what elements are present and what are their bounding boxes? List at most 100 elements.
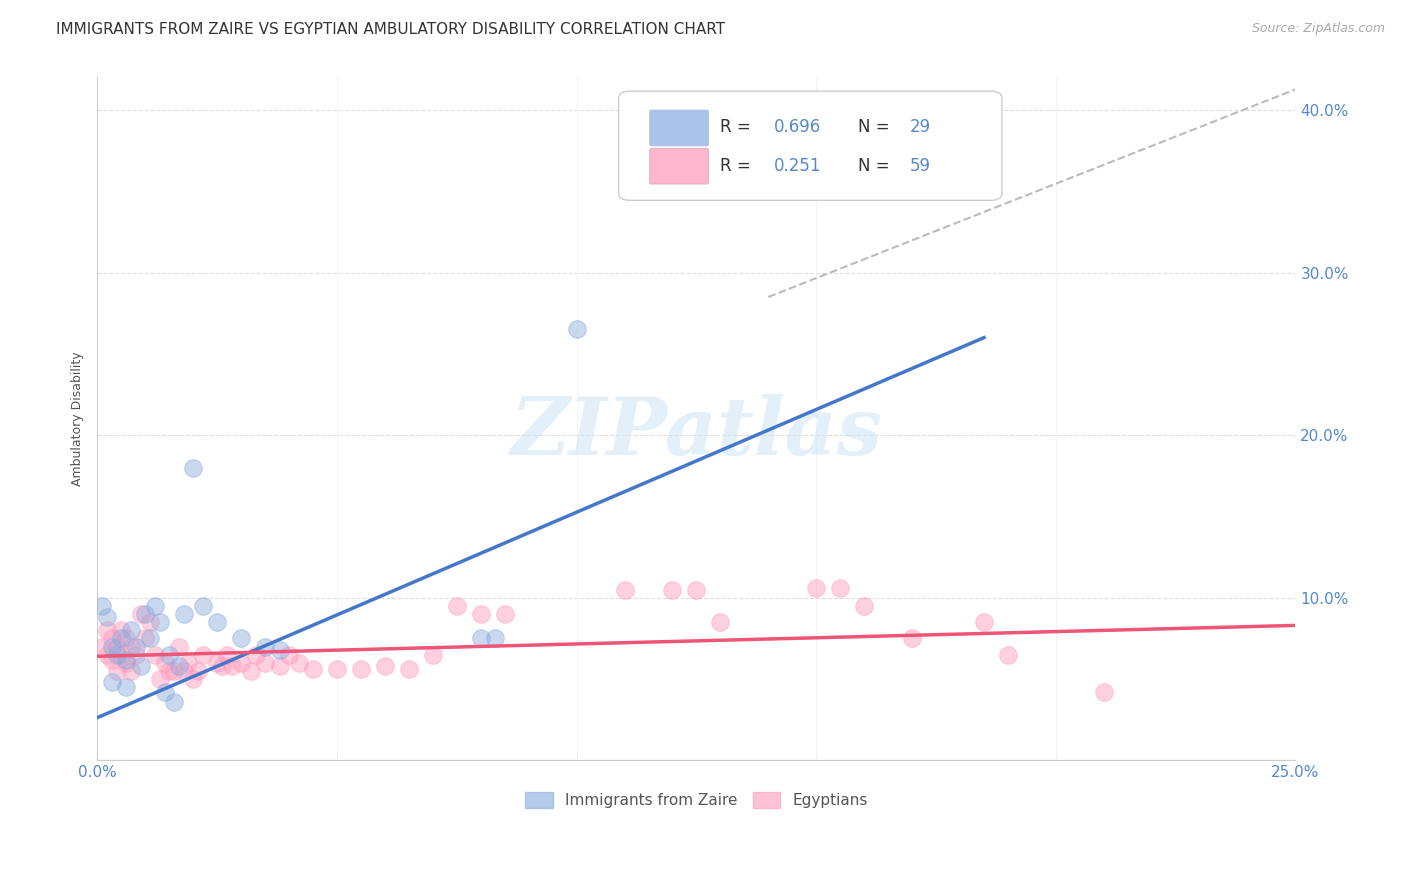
Point xyxy=(709,615,731,629)
Text: ZIPatlas: ZIPatlas xyxy=(510,394,883,471)
Point xyxy=(101,675,124,690)
Point xyxy=(181,460,204,475)
Point xyxy=(187,664,209,678)
Point xyxy=(613,582,636,597)
FancyBboxPatch shape xyxy=(650,111,709,145)
Point xyxy=(143,599,166,613)
Point xyxy=(853,599,876,613)
Point xyxy=(139,632,162,646)
Point xyxy=(494,607,516,621)
Point xyxy=(101,632,124,646)
Point xyxy=(139,615,162,629)
Point xyxy=(422,648,444,662)
Point xyxy=(110,624,132,638)
Point xyxy=(191,648,214,662)
Legend: Immigrants from Zaire, Egyptians: Immigrants from Zaire, Egyptians xyxy=(519,786,875,814)
Point xyxy=(96,648,118,662)
Point xyxy=(167,640,190,654)
Text: R =: R = xyxy=(720,118,756,136)
Point xyxy=(254,656,277,670)
Point xyxy=(374,659,396,673)
Point xyxy=(470,607,492,621)
Point xyxy=(565,322,588,336)
Point xyxy=(91,599,114,613)
Point xyxy=(120,624,142,638)
Point xyxy=(101,652,124,666)
Text: IMMIGRANTS FROM ZAIRE VS EGYPTIAN AMBULATORY DISABILITY CORRELATION CHART: IMMIGRANTS FROM ZAIRE VS EGYPTIAN AMBULA… xyxy=(56,22,725,37)
Text: N =: N = xyxy=(858,118,896,136)
FancyBboxPatch shape xyxy=(619,91,1002,201)
Text: 29: 29 xyxy=(910,118,931,136)
Point xyxy=(287,656,309,670)
Point xyxy=(181,672,204,686)
Point xyxy=(685,582,707,597)
Point xyxy=(115,680,138,694)
Point xyxy=(129,659,152,673)
Point xyxy=(134,607,156,621)
Point xyxy=(1092,685,1115,699)
Point xyxy=(157,664,180,678)
Point xyxy=(149,615,172,629)
Point xyxy=(470,632,492,646)
Point xyxy=(120,664,142,678)
Text: 0.251: 0.251 xyxy=(775,157,823,175)
FancyBboxPatch shape xyxy=(650,148,709,184)
Point xyxy=(115,656,138,670)
Point xyxy=(153,656,176,670)
Point xyxy=(173,607,195,621)
Point xyxy=(661,582,683,597)
Point xyxy=(830,581,852,595)
Point xyxy=(484,632,506,646)
Point xyxy=(211,659,233,673)
Point xyxy=(221,659,243,673)
Point xyxy=(91,640,114,654)
Point xyxy=(115,652,138,666)
Point xyxy=(326,662,349,676)
Point xyxy=(278,648,301,662)
Point xyxy=(398,662,420,676)
Point xyxy=(207,615,229,629)
Point xyxy=(101,640,124,654)
Point xyxy=(997,648,1019,662)
Point xyxy=(901,632,924,646)
Point xyxy=(143,648,166,662)
Point xyxy=(231,656,253,670)
Point xyxy=(157,648,180,662)
Point xyxy=(254,640,277,654)
Y-axis label: Ambulatory Disability: Ambulatory Disability xyxy=(72,351,84,486)
Point xyxy=(173,664,195,678)
Point xyxy=(134,632,156,646)
Point xyxy=(120,640,142,654)
Point xyxy=(446,599,468,613)
Point xyxy=(973,615,995,629)
Point xyxy=(149,672,172,686)
Text: R =: R = xyxy=(720,157,756,175)
Text: 0.696: 0.696 xyxy=(775,118,821,136)
Point xyxy=(269,642,291,657)
Point xyxy=(231,632,253,646)
Point xyxy=(806,581,828,595)
Point xyxy=(215,648,238,662)
Point xyxy=(269,659,291,673)
Point xyxy=(96,610,118,624)
Point xyxy=(153,685,176,699)
Point xyxy=(115,632,138,646)
Point xyxy=(110,648,132,662)
Point xyxy=(105,648,128,662)
Point xyxy=(125,648,148,662)
Point xyxy=(129,607,152,621)
Point xyxy=(163,695,186,709)
Point xyxy=(167,659,190,673)
Point xyxy=(105,640,128,654)
Point xyxy=(350,662,373,676)
Text: N =: N = xyxy=(858,157,896,175)
Point xyxy=(191,599,214,613)
Point xyxy=(177,656,200,670)
Point xyxy=(125,640,148,654)
Point xyxy=(105,664,128,678)
Point xyxy=(239,664,262,678)
Point xyxy=(245,648,267,662)
Point xyxy=(302,662,325,676)
Point xyxy=(207,656,229,670)
Point xyxy=(96,624,118,638)
